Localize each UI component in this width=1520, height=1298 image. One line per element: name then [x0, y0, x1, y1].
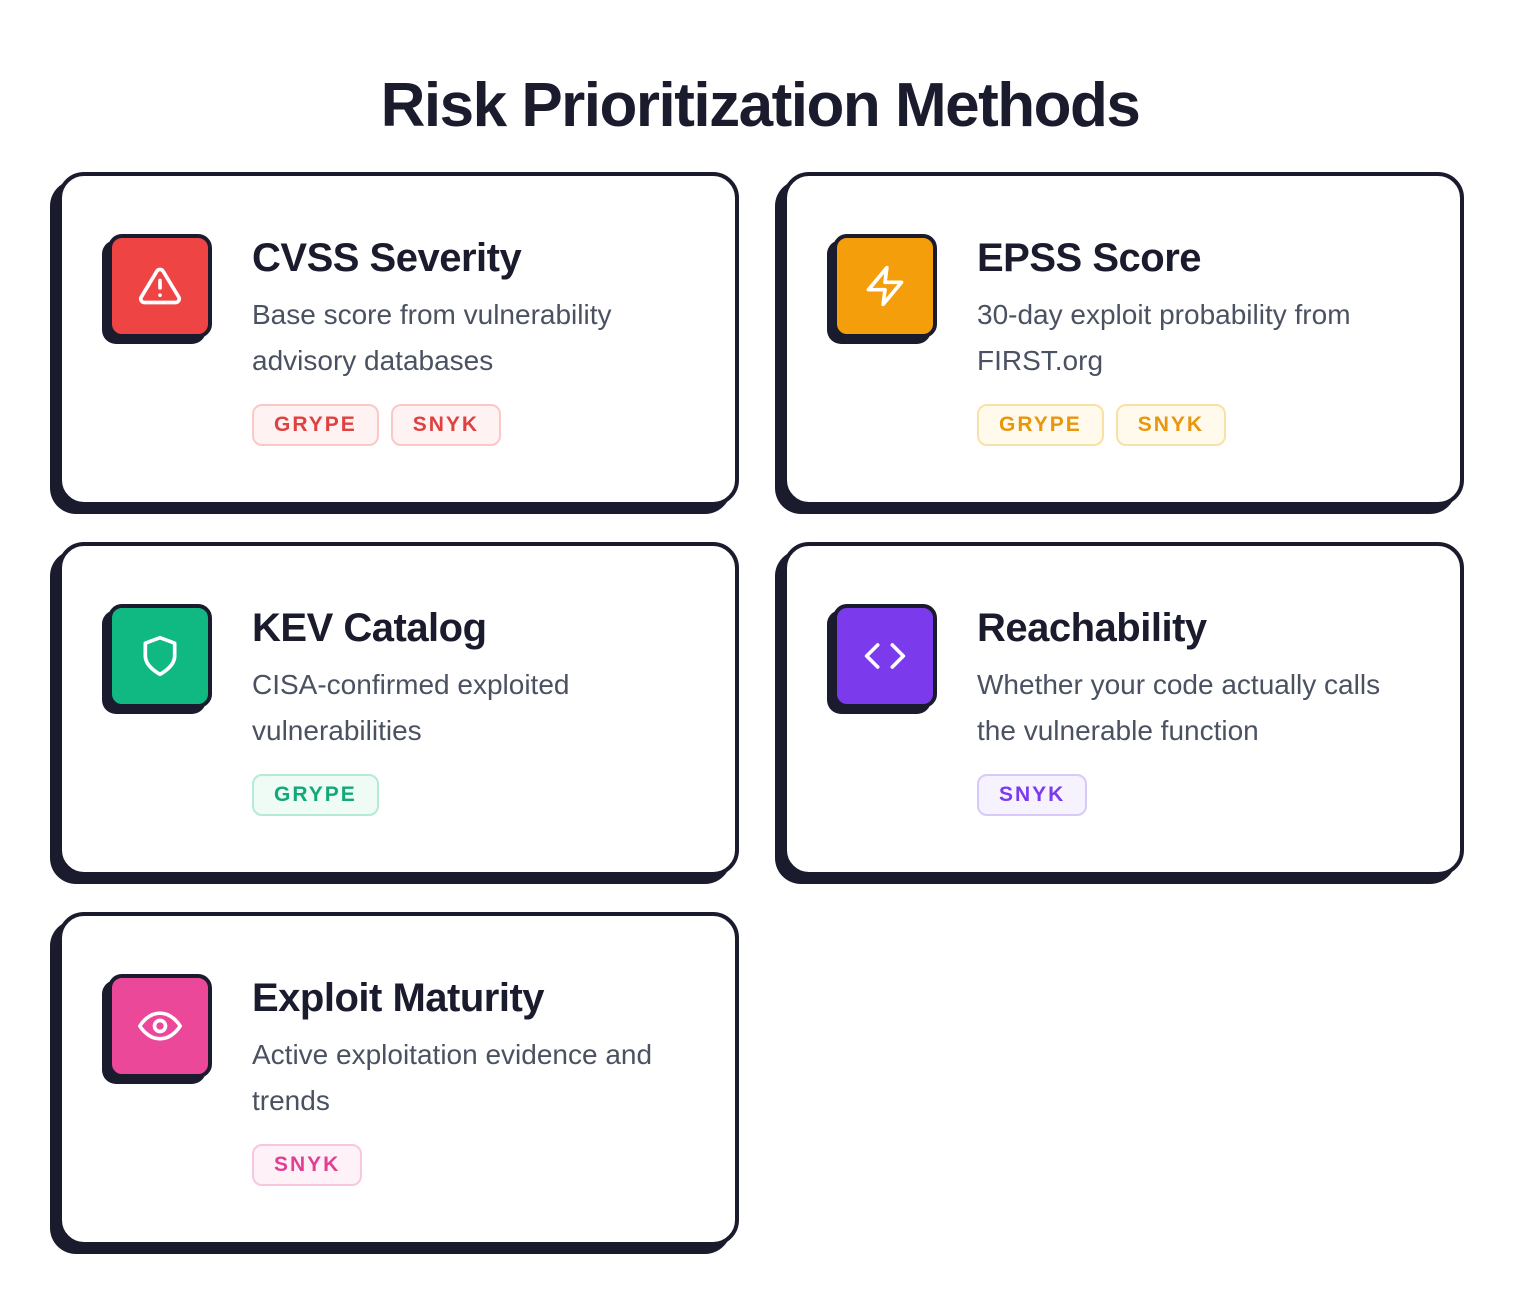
icon-badge	[108, 974, 212, 1078]
icon-badge	[833, 234, 937, 338]
method-card-kev-catalog: KEV Catalog CISA-confirmed exploited vul…	[58, 542, 739, 876]
tag-grype: GRYPE	[252, 404, 379, 446]
tag-list: GRYPE	[252, 774, 695, 816]
icon-badge	[833, 604, 937, 708]
shield-icon	[143, 635, 177, 677]
card-description: Base score from vulnerability advisory d…	[252, 299, 612, 376]
alert-triangle-icon	[139, 267, 181, 305]
tag-list: SNYK	[252, 1144, 695, 1186]
card-title: CVSS Severity	[252, 236, 522, 280]
tag-list: GRYPE SNYK	[252, 404, 695, 446]
method-card-exploit-maturity: Exploit Maturity Active exploitation evi…	[58, 912, 739, 1246]
card-body: Reachability Whether your code actually …	[977, 602, 1420, 816]
icon-badge	[108, 604, 212, 708]
card-description: 30-day exploit probability from FIRST.or…	[977, 299, 1351, 376]
method-card-cvss-severity: CVSS Severity Base score from vulnerabil…	[58, 172, 739, 506]
page-title: Risk Prioritization Methods	[380, 71, 1141, 140]
card-title: KEV Catalog	[252, 606, 487, 650]
tag-snyk: SNYK	[252, 1144, 363, 1186]
tag-snyk: SNYK	[390, 404, 502, 446]
card-title: Exploit Maturity	[252, 976, 545, 1020]
card-description: Active exploitation evidence and trends	[252, 1039, 653, 1116]
code-brackets-icon	[864, 643, 906, 669]
tag-grype: GRYPE	[252, 774, 379, 816]
tag-snyk: SNYK	[977, 774, 1088, 816]
card-body: Exploit Maturity Active exploitation evi…	[252, 972, 695, 1186]
methods-grid: CVSS Severity Base score from vulnerabil…	[50, 172, 1464, 1246]
card-description: Whether your code actually calls the vul…	[977, 669, 1381, 746]
tag-snyk: SNYK	[1115, 404, 1227, 446]
method-card-epss-score: EPSS Score 30-day exploit probability fr…	[783, 172, 1464, 506]
tag-list: GRYPE SNYK	[977, 404, 1420, 446]
card-title: Reachability	[977, 606, 1207, 650]
card-description: CISA-confirmed exploited vulnerabilities	[252, 669, 570, 746]
card-body: CVSS Severity Base score from vulnerabil…	[252, 232, 695, 446]
tag-list: SNYK	[977, 774, 1420, 816]
eye-icon	[138, 1011, 182, 1041]
icon-badge	[108, 234, 212, 338]
card-body: EPSS Score 30-day exploit probability fr…	[977, 232, 1420, 446]
lightning-bolt-icon	[866, 265, 904, 307]
card-title: EPSS Score	[977, 236, 1202, 280]
tag-grype: GRYPE	[977, 404, 1104, 446]
method-card-reachability: Reachability Whether your code actually …	[783, 542, 1464, 876]
card-body: KEV Catalog CISA-confirmed exploited vul…	[252, 602, 695, 816]
